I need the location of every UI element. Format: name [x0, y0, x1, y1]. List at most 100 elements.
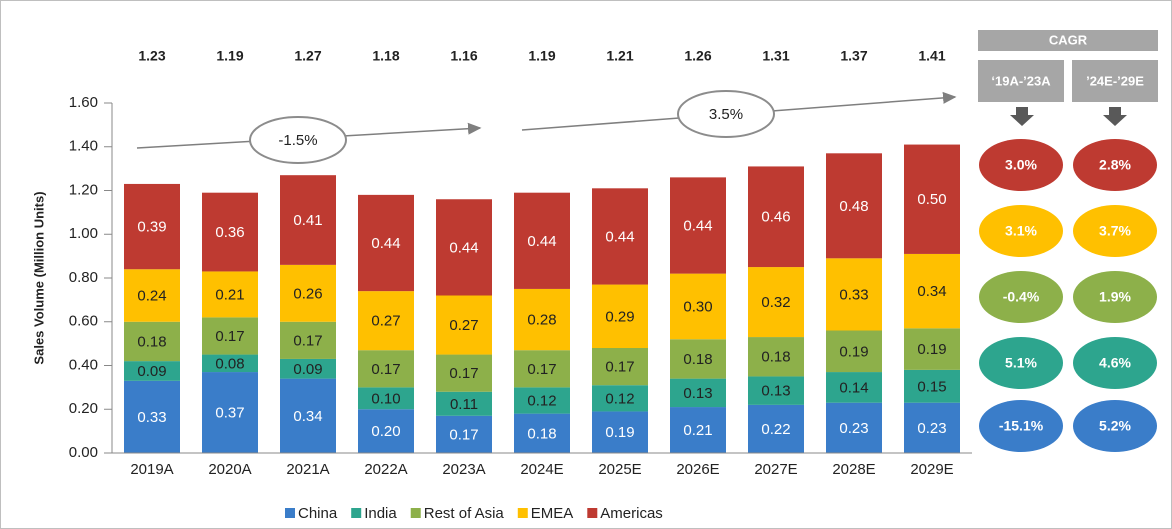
data-label: 0.17 [293, 332, 322, 349]
bar-segment [436, 415, 492, 453]
x-tick-label: 2027E [754, 461, 797, 478]
bar-segment [202, 317, 258, 355]
data-label: 0.27 [371, 313, 400, 330]
y-tick-label: 0.60 [69, 313, 98, 330]
down-arrow [1010, 107, 1034, 126]
y-tick-label: 0.40 [69, 356, 98, 373]
bar-segment [202, 271, 258, 318]
cagr-ellipse [979, 271, 1063, 323]
cagr-column-header [1072, 60, 1158, 102]
bar-segment [748, 166, 804, 268]
bar-segment [514, 413, 570, 453]
bar-segment [904, 369, 960, 403]
legend-swatch [410, 508, 421, 518]
bar-segment [904, 328, 960, 370]
bar-segment [670, 273, 726, 340]
y-tick-label: 0.00 [69, 444, 98, 461]
total-label: 1.26 [684, 48, 711, 64]
cagr-value: -0.4% [1003, 289, 1040, 305]
data-label: 0.44 [605, 228, 634, 245]
data-label: 0.34 [917, 283, 946, 300]
cagr-ellipse [979, 400, 1063, 452]
data-label: 0.17 [449, 426, 478, 443]
annotation-oval [677, 90, 775, 138]
data-label: 0.12 [605, 390, 634, 407]
bar-segment [124, 321, 180, 362]
bar-segment [358, 194, 414, 292]
data-label: 0.44 [371, 235, 400, 252]
data-label: 0.21 [683, 422, 712, 439]
bar-segment [124, 269, 180, 322]
bar-segment [826, 402, 882, 453]
bar-segment [280, 358, 336, 379]
bar-segment [358, 350, 414, 388]
data-label: 0.17 [449, 365, 478, 382]
data-label: 0.24 [137, 287, 166, 304]
data-label: 0.18 [761, 349, 790, 366]
data-label: 0.44 [527, 233, 556, 250]
data-label: 0.28 [527, 312, 556, 329]
bar-segment [280, 378, 336, 453]
data-label: 0.44 [683, 217, 712, 234]
data-label: 0.18 [527, 425, 556, 442]
cagr-title: CAGR [1049, 32, 1088, 47]
cagr-ellipse [979, 139, 1063, 191]
data-label: 0.14 [839, 379, 868, 396]
total-label: 1.19 [528, 48, 555, 64]
bar-segment [904, 144, 960, 254]
bar-segment [358, 291, 414, 351]
cagr-ellipse [1073, 205, 1157, 257]
x-tick-label: 2025E [598, 461, 641, 478]
bar-segment [592, 284, 648, 348]
data-label: 0.30 [683, 298, 712, 315]
total-label: 1.19 [216, 48, 243, 64]
down-arrow [1103, 107, 1127, 126]
data-label: 0.23 [917, 420, 946, 437]
data-label: 0.33 [839, 286, 868, 303]
data-label: 0.13 [683, 385, 712, 402]
legend-swatch [517, 508, 528, 518]
cagr-value: 4.6% [1099, 355, 1131, 371]
legend-label: EMEA [531, 505, 574, 522]
legend-label: China [298, 505, 338, 522]
x-tick-label: 2028E [832, 461, 875, 478]
data-label: 0.29 [605, 308, 634, 325]
bar-segment [514, 350, 570, 388]
x-tick-label: 2021A [286, 461, 329, 478]
legend-label: Rest of Asia [424, 505, 505, 522]
legend-label: Americas [600, 505, 663, 522]
data-label: 0.41 [293, 212, 322, 229]
data-label: 0.19 [917, 341, 946, 358]
bar-segment [826, 258, 882, 331]
bar-segment [436, 295, 492, 355]
bar-segment [124, 380, 180, 453]
annotation: -1.5% [278, 132, 317, 149]
cagr-ellipse [979, 337, 1063, 389]
data-label: 0.20 [371, 423, 400, 440]
data-label: 0.08 [215, 355, 244, 372]
cagr-ellipse [979, 205, 1063, 257]
legend-swatch [587, 508, 598, 518]
cagr-value: 1.9% [1099, 289, 1131, 305]
data-label: 0.12 [527, 392, 556, 409]
bar-segment [826, 153, 882, 259]
total-label: 1.16 [450, 48, 477, 64]
x-tick-label: 2026E [676, 461, 719, 478]
bar-segment [358, 387, 414, 410]
bar-segment [904, 253, 960, 329]
bar-segment [514, 288, 570, 351]
total-label: 1.41 [918, 48, 945, 64]
data-label: 0.17 [371, 361, 400, 378]
total-label: 1.23 [138, 48, 165, 64]
bar-segment [592, 348, 648, 386]
cagr-value: 5.1% [1005, 355, 1037, 371]
data-label: 0.15 [917, 378, 946, 395]
cagr-ellipse [1073, 337, 1157, 389]
data-label: 0.10 [371, 390, 400, 407]
bar-segment [124, 183, 180, 270]
bar-segment [826, 330, 882, 373]
data-label: 0.22 [761, 421, 790, 438]
cagr-value: 3.1% [1005, 223, 1037, 239]
x-tick-label: 2020A [208, 461, 251, 478]
x-tick-label: 2019A [130, 461, 173, 478]
